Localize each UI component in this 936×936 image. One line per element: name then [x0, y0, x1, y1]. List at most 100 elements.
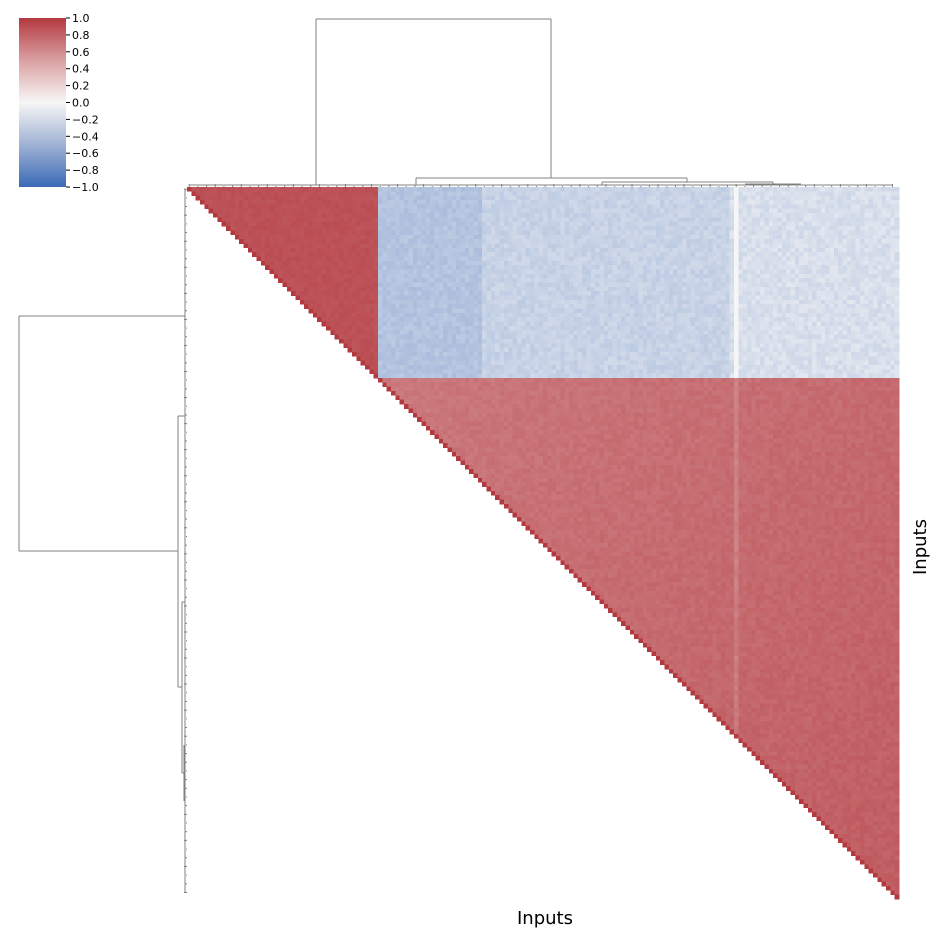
heatmap-cell [473, 299, 479, 305]
heatmap-cell [734, 221, 739, 227]
heatmap-cell [412, 260, 418, 266]
heatmap-cell [425, 265, 431, 270]
heatmap-cell [378, 208, 383, 214]
heatmap-cell [325, 265, 331, 270]
heatmap-cell [503, 308, 509, 314]
heatmap-cell [451, 278, 457, 283]
heatmap-cell [525, 256, 531, 262]
heatmap-cell [417, 291, 422, 296]
heatmap-cell [330, 269, 335, 275]
heatmap-cell [599, 295, 605, 301]
heatmap-cell [451, 187, 457, 192]
heatmap-cell [286, 286, 292, 292]
heatmap-cell [629, 252, 635, 257]
heatmap-cell [516, 200, 522, 205]
heatmap-cell [764, 295, 770, 301]
heatmap-cell [612, 286, 618, 292]
heatmap-cell [473, 282, 479, 288]
heatmap-cell [312, 308, 318, 314]
heatmap-cell [803, 256, 809, 262]
heatmap-cell [460, 265, 466, 270]
heatmap-cell [460, 278, 466, 283]
heatmap-cell [417, 200, 422, 205]
heatmap-cell [638, 269, 644, 275]
heatmap-cell [482, 256, 487, 262]
heatmap-cell [378, 317, 383, 322]
heatmap-cell [516, 204, 522, 210]
heatmap-cell [751, 273, 757, 279]
heatmap-cell [395, 226, 401, 231]
heatmap-cell [399, 256, 405, 262]
heatmap-cell [586, 312, 592, 318]
heatmap-cell [734, 195, 739, 201]
heatmap-cell [612, 291, 618, 296]
heatmap-cell [846, 221, 852, 227]
heatmap-cell [668, 295, 674, 301]
heatmap-cell [885, 243, 891, 249]
heatmap-cell [629, 295, 635, 301]
heatmap-cell [512, 200, 518, 205]
heatmap-cell [473, 187, 479, 192]
heatmap-cell [417, 317, 422, 322]
heatmap-cell [395, 247, 401, 253]
heatmap-cell [356, 278, 362, 283]
heatmap-cell [551, 239, 557, 244]
heatmap-cell [503, 204, 509, 210]
heatmap-cell [360, 317, 366, 322]
heatmap-cell [399, 208, 405, 214]
heatmap-cell [295, 269, 301, 275]
heatmap-cell [438, 234, 444, 240]
heatmap-cell [755, 273, 761, 279]
heatmap-cell [551, 317, 557, 322]
heatmap-cell [599, 187, 605, 192]
heatmap-cell [681, 260, 687, 266]
heatmap-cell [191, 187, 197, 192]
heatmap-cell [338, 234, 344, 240]
heatmap-cell [473, 269, 479, 275]
heatmap-cell [282, 187, 288, 192]
heatmap-cell [608, 200, 613, 205]
heatmap-cell [317, 291, 322, 296]
heatmap-cell [443, 260, 448, 266]
heatmap-cell [443, 256, 448, 262]
heatmap-cell [417, 239, 422, 244]
heatmap-cell [347, 295, 353, 301]
heatmap-cell [482, 308, 487, 314]
heatmap-cell [395, 213, 401, 218]
heatmap-cell [365, 317, 370, 322]
heatmap-cell [877, 187, 882, 192]
heatmap-cell [738, 252, 744, 257]
heatmap-cell [616, 256, 622, 262]
heatmap-cell [213, 195, 218, 201]
heatmap-cell [660, 282, 665, 288]
heatmap-cell [677, 204, 683, 210]
heatmap-cell [412, 191, 418, 197]
heatmap-cell [473, 195, 479, 201]
heatmap-cell [252, 239, 257, 244]
heatmap-cell [482, 304, 487, 309]
heatmap-cell [647, 273, 652, 279]
heatmap-cell [434, 299, 440, 305]
heatmap-cell [434, 269, 440, 275]
heatmap-cell [790, 317, 796, 322]
heatmap-cell [490, 291, 496, 296]
heatmap-cell [391, 291, 396, 296]
heatmap-cell [304, 243, 309, 249]
heatmap-cell [582, 187, 587, 192]
heatmap-cell [569, 260, 574, 266]
heatmap-cell [686, 191, 691, 197]
heatmap-cell [187, 187, 192, 192]
heatmap-cell [256, 234, 262, 240]
heatmap-cell [569, 312, 574, 318]
heatmap-cell [304, 247, 309, 253]
heatmap-cell [503, 317, 509, 322]
heatmap-cell [334, 295, 340, 301]
heatmap-cell [382, 308, 388, 314]
heatmap-cell [564, 273, 570, 279]
heatmap-cell [868, 213, 874, 218]
heatmap-cell [872, 269, 878, 275]
heatmap-cell [265, 265, 270, 270]
heatmap-cell [595, 278, 600, 283]
heatmap-cell [820, 243, 826, 249]
heatmap-cell [747, 230, 752, 236]
